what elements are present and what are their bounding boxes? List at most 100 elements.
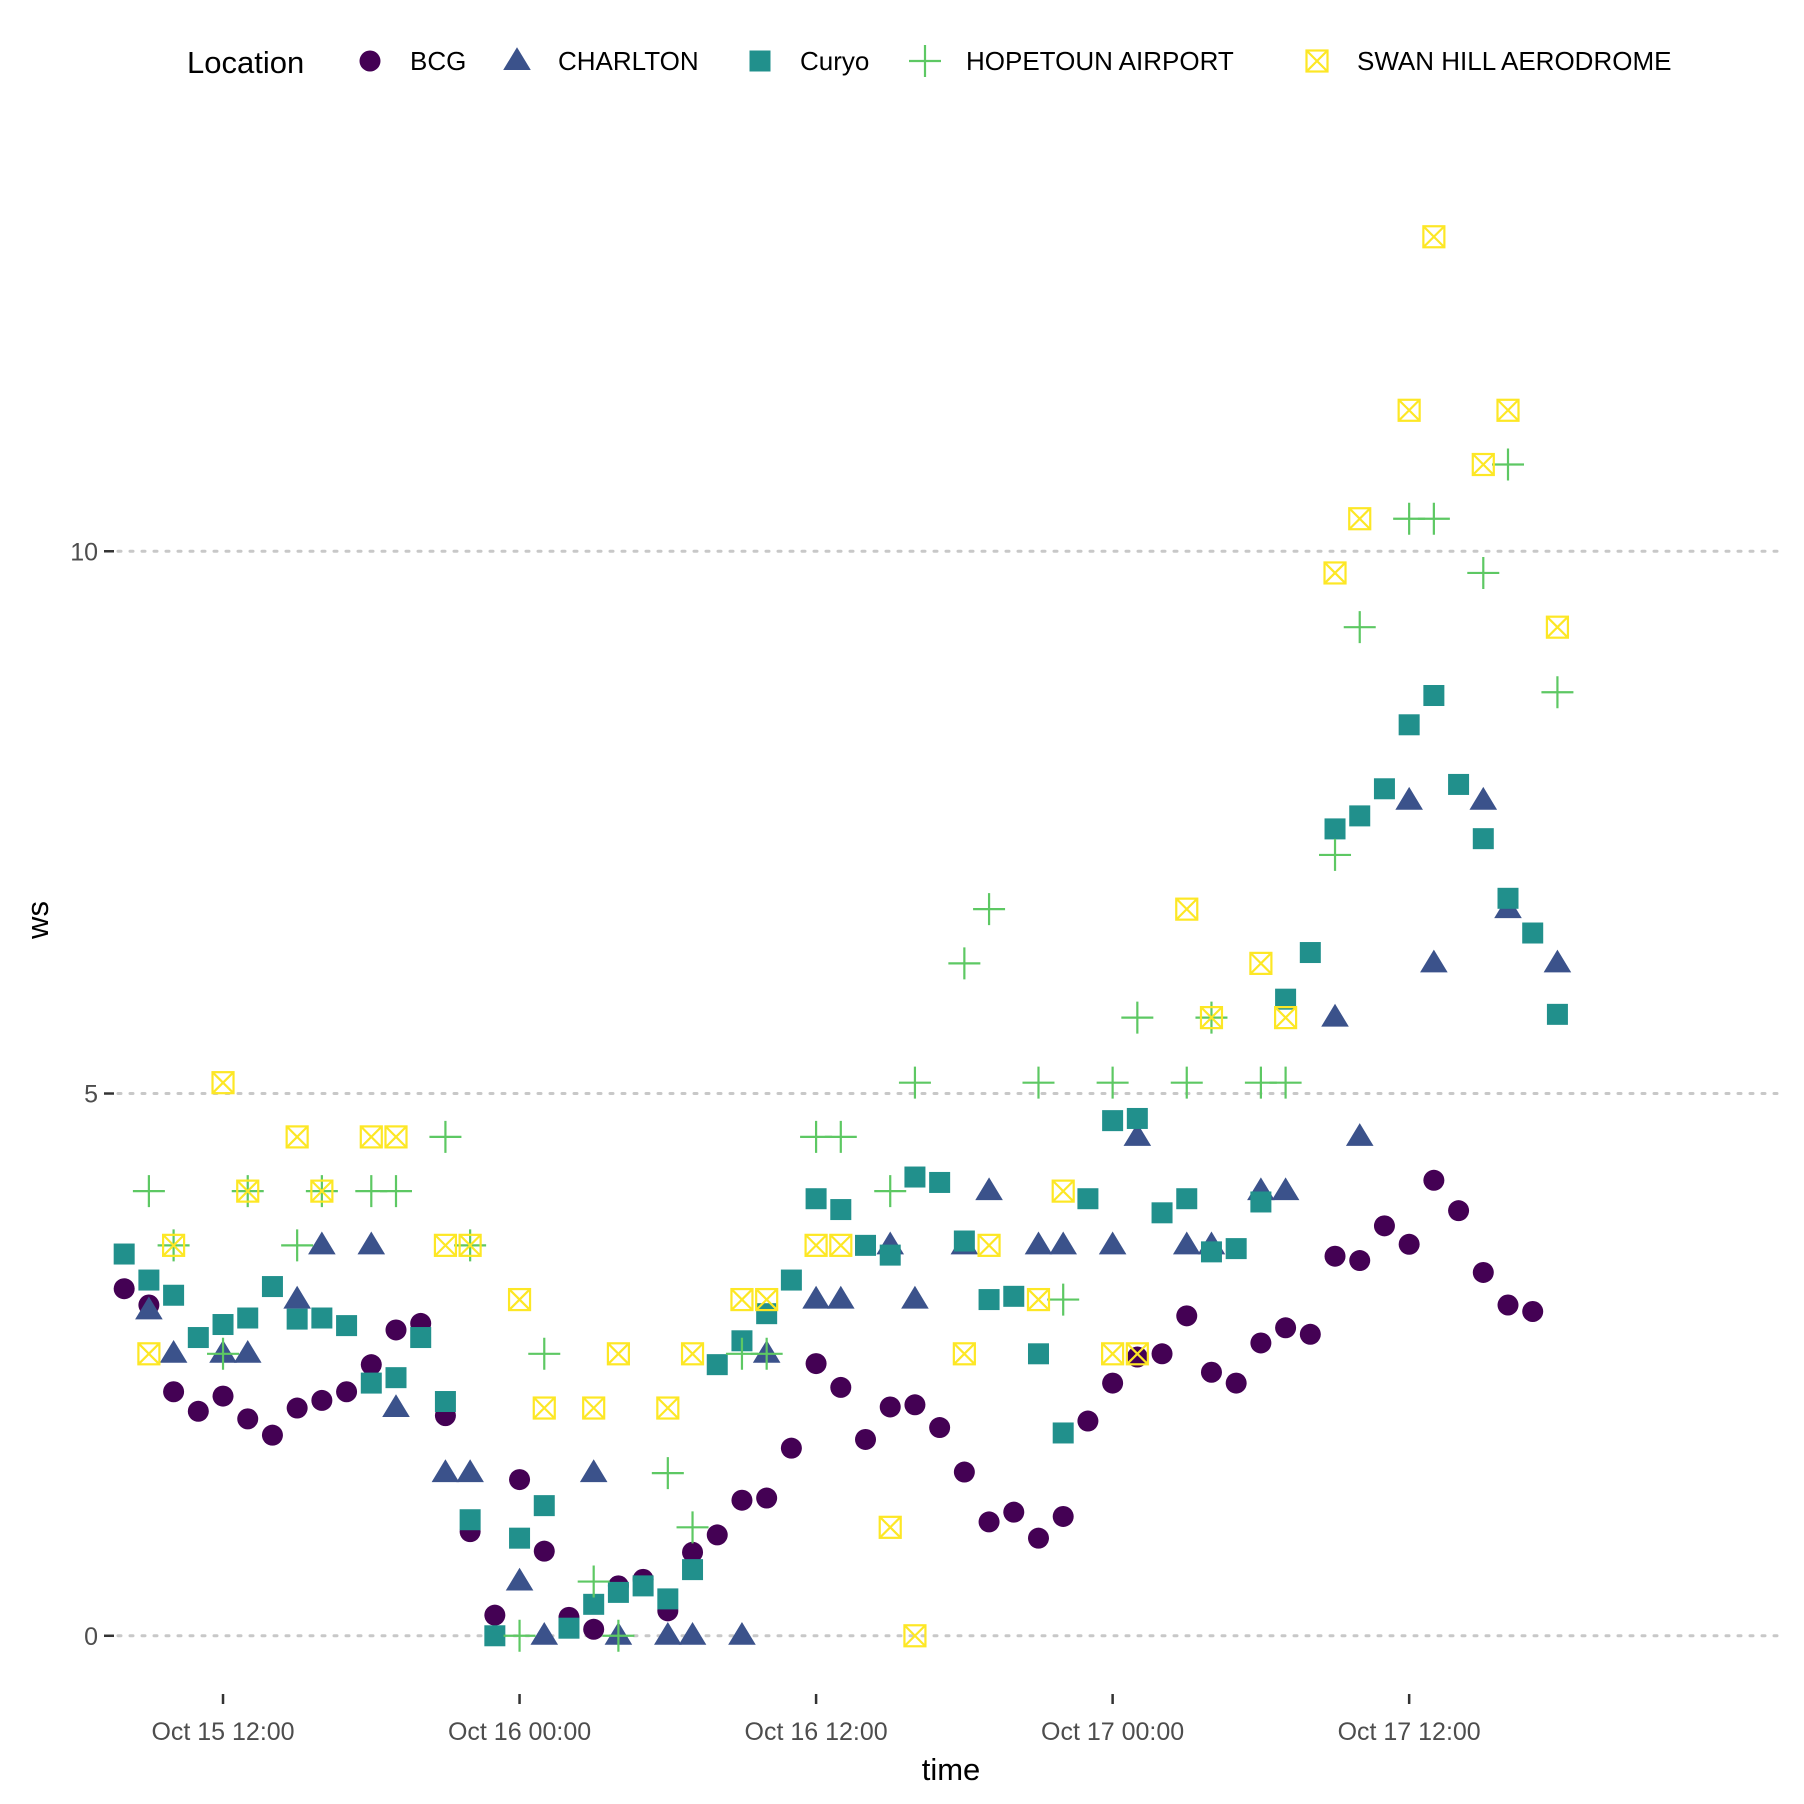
data-point-hopetoun-airport [1492, 448, 1524, 481]
data-point-hopetoun-airport [1417, 502, 1450, 535]
data-point-swan-hill-aerodrome [507, 1287, 532, 1312]
data-point-bcg [1497, 1294, 1519, 1316]
data-point-hopetoun-airport [1047, 1283, 1080, 1316]
x-tick-label: Oct 17 00:00 [1041, 1718, 1184, 1746]
data-point-bcg [1077, 1410, 1099, 1432]
data-point-swan-hill-aerodrome [532, 1396, 556, 1420]
data-point-hopetoun-airport [281, 1229, 314, 1262]
data-point-charlton [1123, 1123, 1152, 1146]
legend: Location BCG CHARLTON Curyo HOPETOUN AIRPOR… [187, 45, 1671, 80]
data-point-curyo [1349, 805, 1371, 827]
data-point-bcg [1102, 1372, 1124, 1394]
data-point-bcg [904, 1394, 926, 1416]
data-point-charlton [1024, 1231, 1053, 1255]
series-charlton [135, 786, 1572, 1645]
data-point-charlton [159, 1340, 188, 1363]
data-point-curyo [682, 1559, 704, 1581]
data-point-charlton [431, 1459, 460, 1483]
data-point-bcg [1398, 1233, 1420, 1255]
data-point-swan-hill-aerodrome [1323, 561, 1347, 585]
data-point-bcg [1003, 1501, 1025, 1523]
data-point-bcg [187, 1400, 209, 1422]
data-point-charlton [1469, 786, 1498, 810]
data-point-swan-hill-aerodrome [384, 1125, 408, 1149]
data-point-curyo [336, 1315, 358, 1337]
series-bcg [113, 1169, 1544, 1640]
data-point-hopetoun-airport [1319, 838, 1352, 871]
data-point-charlton [456, 1459, 484, 1483]
data-point-bcg [509, 1469, 531, 1491]
legend-label-bcg: BCG [410, 46, 466, 76]
data-point-swan-hill-aerodrome [903, 1624, 927, 1648]
data-point-swan-hill-aerodrome [878, 1515, 902, 1539]
data-point-charlton [1271, 1177, 1300, 1201]
data-point-hopetoun-airport [750, 1337, 783, 1370]
data-point-curyo [509, 1527, 531, 1549]
data-point-bcg [1176, 1305, 1198, 1327]
data-point-curyo [113, 1243, 135, 1265]
data-point-curyo [558, 1617, 580, 1639]
data-point-bcg [484, 1604, 506, 1626]
data-point-curyo [1077, 1188, 1099, 1210]
data-point-curyo [1546, 1003, 1568, 1025]
data-point-bcg [805, 1353, 827, 1375]
data-point-hopetoun-airport [1343, 611, 1376, 644]
data-point-curyo [237, 1307, 259, 1329]
data-point-swan-hill-aerodrome [137, 1342, 161, 1366]
data-point-bcg [385, 1319, 407, 1341]
data-point-bcg [1522, 1301, 1544, 1323]
data-point-curyo [410, 1327, 432, 1349]
data-point-curyo [1102, 1110, 1124, 1132]
data-point-hopetoun-airport [1541, 676, 1574, 709]
data-point-swan-hill-aerodrome [680, 1342, 705, 1366]
data-point-curyo [657, 1588, 679, 1610]
data-point-bcg [978, 1511, 1000, 1533]
data-point-curyo [855, 1234, 877, 1256]
data-point-charlton [827, 1285, 855, 1309]
data-point-curyo [138, 1269, 160, 1291]
legend-key-hopetoun-airport [909, 45, 941, 77]
data-point-charlton [1395, 786, 1423, 810]
data-point-curyo [953, 1230, 975, 1252]
data-point-hopetoun-airport [602, 1619, 635, 1652]
data-point-bcg [1373, 1215, 1395, 1237]
data-point-charlton [802, 1285, 830, 1309]
data-point-swan-hill-aerodrome [656, 1396, 680, 1420]
data-point-swan-hill-aerodrome [730, 1287, 754, 1312]
data-point-curyo [706, 1354, 728, 1376]
data-point-bcg [1052, 1505, 1074, 1527]
data-point-swan-hill-aerodrome [1496, 398, 1520, 422]
data-point-bcg [1126, 1346, 1148, 1368]
data-point-charlton [1543, 949, 1572, 973]
data-point-charlton [1172, 1231, 1201, 1255]
data-point-charlton [1049, 1231, 1077, 1255]
data-point-hopetoun-airport [1467, 556, 1500, 589]
data-point-bcg [261, 1424, 283, 1446]
data-point-curyo [1423, 685, 1445, 707]
data-point-curyo [1398, 714, 1420, 736]
data-point-curyo [1373, 778, 1395, 800]
data-point-bcg [1200, 1361, 1222, 1383]
data-point-swan-hill-aerodrome [1125, 1342, 1149, 1366]
y-tick-label: 5 [84, 1081, 98, 1109]
legend-label-charlton: CHARLTON [558, 46, 699, 76]
data-point-charlton [1098, 1231, 1127, 1255]
data-point-bcg [682, 1541, 704, 1563]
data-point-hopetoun-airport [676, 1511, 709, 1544]
data-point-swan-hill-aerodrome [1199, 1006, 1224, 1030]
data-point-curyo [1027, 1343, 1049, 1365]
data-point-swan-hill-aerodrome [755, 1287, 779, 1312]
data-point-curyo [929, 1171, 951, 1193]
data-point-curyo [311, 1307, 333, 1329]
legend-key-swan-hill-aerodrome [1305, 49, 1329, 73]
data-point-hopetoun-airport [948, 947, 981, 980]
data-point-bcg [953, 1461, 975, 1483]
data-point-hopetoun-airport [874, 1175, 907, 1208]
data-point-bcg [706, 1524, 728, 1546]
data-point-bcg [830, 1376, 852, 1398]
data-point-curyo [163, 1284, 185, 1306]
data-point-bcg [533, 1540, 555, 1562]
data-point-bcg [1423, 1169, 1445, 1191]
data-point-charlton [975, 1177, 1003, 1201]
data-point-bcg [113, 1278, 135, 1300]
